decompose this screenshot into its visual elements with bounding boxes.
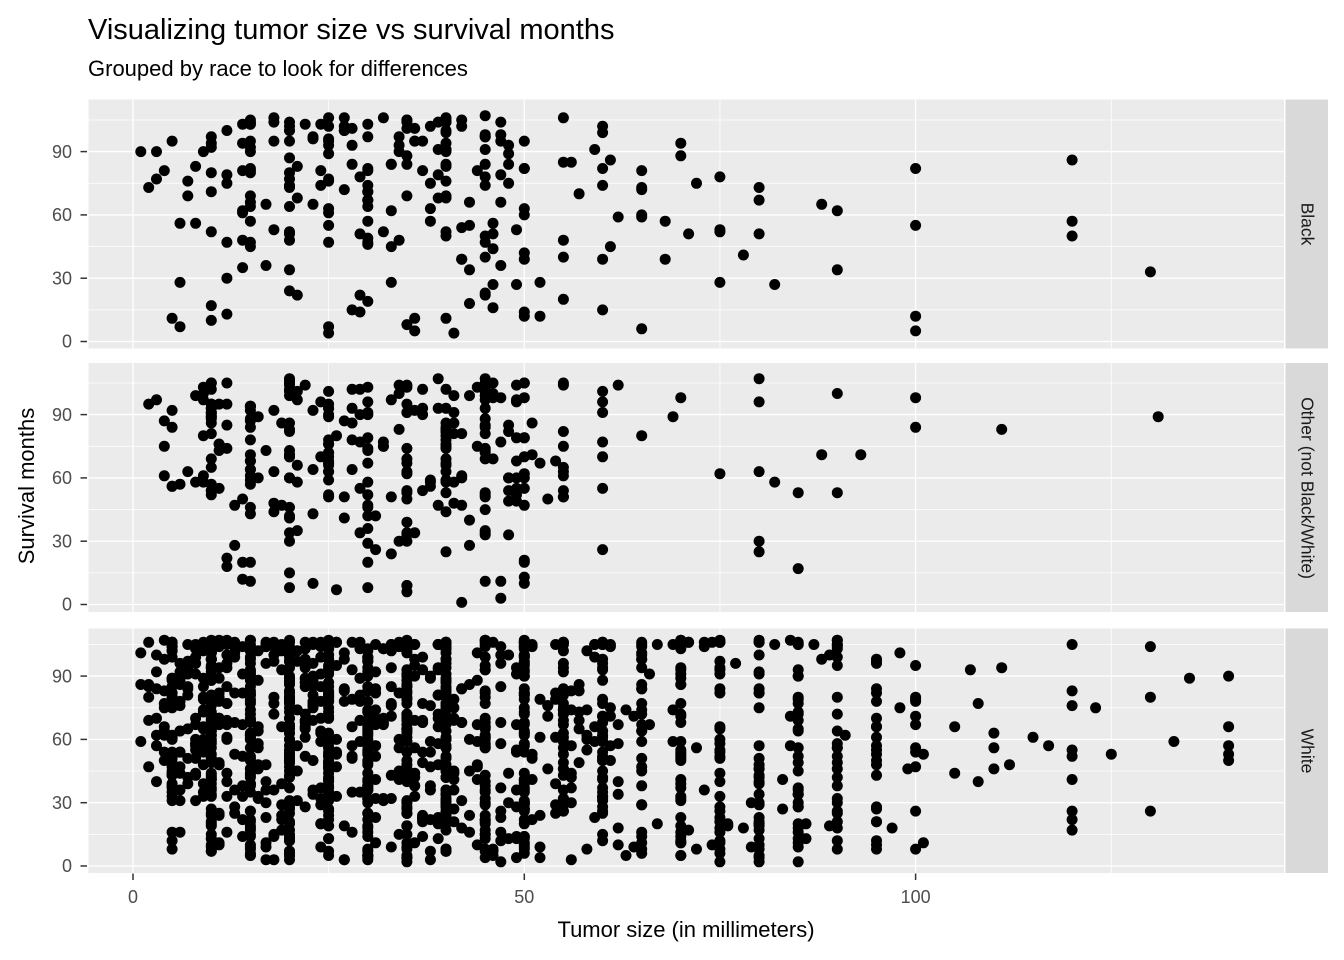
y-tick-label: 60 — [52, 205, 72, 225]
y-tick-label: 0 — [62, 856, 72, 876]
panel-background — [88, 99, 1284, 349]
x-tick-label: 0 — [128, 887, 138, 907]
facet-panel-1 — [88, 363, 1284, 612]
y-tick-label: 30 — [52, 531, 72, 551]
y-tick-label: 0 — [62, 332, 72, 352]
facet-points-1 — [143, 373, 1164, 608]
x-axis-title: Tumor size (in millimeters) — [557, 917, 815, 942]
x-tick-label: 50 — [514, 887, 534, 907]
facet-points-2 — [135, 634, 1235, 868]
panel-background — [88, 363, 1284, 612]
facet-strip-label-white: White — [1297, 728, 1318, 774]
y-axis-title: Survival months — [14, 407, 39, 565]
y-tick-label: 60 — [52, 468, 72, 488]
facet-strip-0 — [1285, 99, 1328, 349]
y-tick-label: 90 — [52, 666, 72, 686]
chart-subtitle: Grouped by race to look for differences — [88, 56, 468, 81]
y-tick-label: 30 — [52, 268, 72, 288]
facet-strip-1 — [1285, 363, 1328, 612]
facet-panel-2 — [88, 628, 1284, 873]
x-tick-label: 100 — [901, 887, 931, 907]
facet-panel-0 — [88, 99, 1284, 349]
facet-strip-2 — [1285, 628, 1328, 873]
y-tick-label: 30 — [52, 793, 72, 813]
chart-title: Visualizing tumor size vs survival month… — [88, 14, 615, 46]
facet-strip-label-other: Other (not Black/White) — [1297, 397, 1318, 579]
facet-strip-label-black: Black — [1297, 202, 1318, 246]
facet-points-0 — [135, 110, 1156, 339]
y-tick-label: 90 — [52, 405, 72, 425]
y-tick-label: 60 — [52, 730, 72, 750]
y-tick-label: 0 — [62, 595, 72, 615]
y-tick-label: 90 — [52, 142, 72, 162]
